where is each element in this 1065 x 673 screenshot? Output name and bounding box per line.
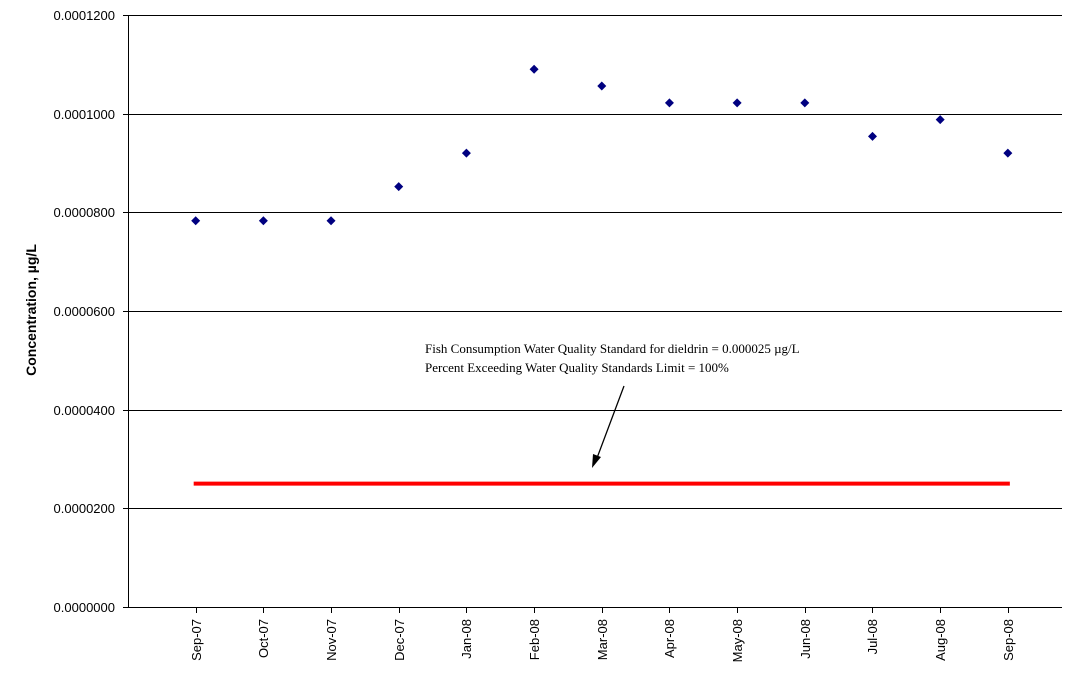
y-tick-label: 0.0000400 bbox=[54, 403, 115, 418]
x-tick-label: Jun-08 bbox=[798, 619, 813, 659]
data-point bbox=[597, 81, 607, 91]
data-point bbox=[800, 98, 810, 108]
data-point bbox=[867, 131, 877, 141]
data-points bbox=[191, 64, 1013, 226]
data-point bbox=[664, 98, 674, 108]
x-tick-label: May-08 bbox=[730, 619, 745, 662]
annotation: Fish Consumption Water Quality Standard … bbox=[425, 341, 800, 468]
y-tick-label: 0.0000200 bbox=[54, 501, 115, 516]
data-point bbox=[935, 115, 945, 125]
data-point bbox=[191, 216, 201, 226]
x-tick-label: Oct-07 bbox=[256, 619, 271, 658]
data-point bbox=[326, 216, 336, 226]
y-axis-label: Concentration, µg/L bbox=[23, 244, 39, 376]
x-tick-label: Nov-07 bbox=[324, 619, 339, 661]
y-tick-labels: 0.0000000 0.0000200 0.0000400 0.0000600 0.00… bbox=[54, 8, 115, 615]
x-tick-label: Sep-07 bbox=[189, 619, 204, 661]
y-tick-label: 0.0001000 bbox=[54, 107, 115, 122]
y-tick-label: 0.0001200 bbox=[54, 8, 115, 23]
x-tick-label: Sep-08 bbox=[1001, 619, 1016, 661]
axes bbox=[123, 15, 1062, 613]
gridlines bbox=[128, 15, 1062, 509]
annotation-line-1: Fish Consumption Water Quality Standard … bbox=[425, 341, 800, 356]
x-tick-label: Jan-08 bbox=[459, 619, 474, 659]
data-point bbox=[732, 98, 742, 108]
x-tick-label: Mar-08 bbox=[595, 619, 610, 660]
annotation-arrowhead bbox=[592, 454, 601, 468]
y-tick-label: 0.0000800 bbox=[54, 205, 115, 220]
annotation-line-2: Percent Exceeding Water Quality Standard… bbox=[425, 360, 729, 375]
data-point bbox=[394, 182, 404, 192]
data-point bbox=[1003, 148, 1013, 158]
data-point bbox=[529, 64, 539, 74]
x-tick-label: Feb-08 bbox=[527, 619, 542, 660]
x-tick-label: Aug-08 bbox=[933, 619, 948, 661]
x-tick-label: Apr-08 bbox=[662, 619, 677, 658]
y-tick-label: 0.0000600 bbox=[54, 304, 115, 319]
data-point bbox=[258, 216, 268, 226]
x-tick-labels: Sep-07 Oct-07 Nov-07 Dec-07 Jan-08 Feb-08 Mar-… bbox=[189, 619, 1016, 662]
annotation-arrow bbox=[596, 385, 625, 459]
data-point bbox=[461, 148, 471, 158]
y-tick-label: 0.0000000 bbox=[54, 600, 115, 615]
x-tick-label: Dec-07 bbox=[392, 619, 407, 661]
x-tick-label: Jul-08 bbox=[865, 619, 880, 654]
